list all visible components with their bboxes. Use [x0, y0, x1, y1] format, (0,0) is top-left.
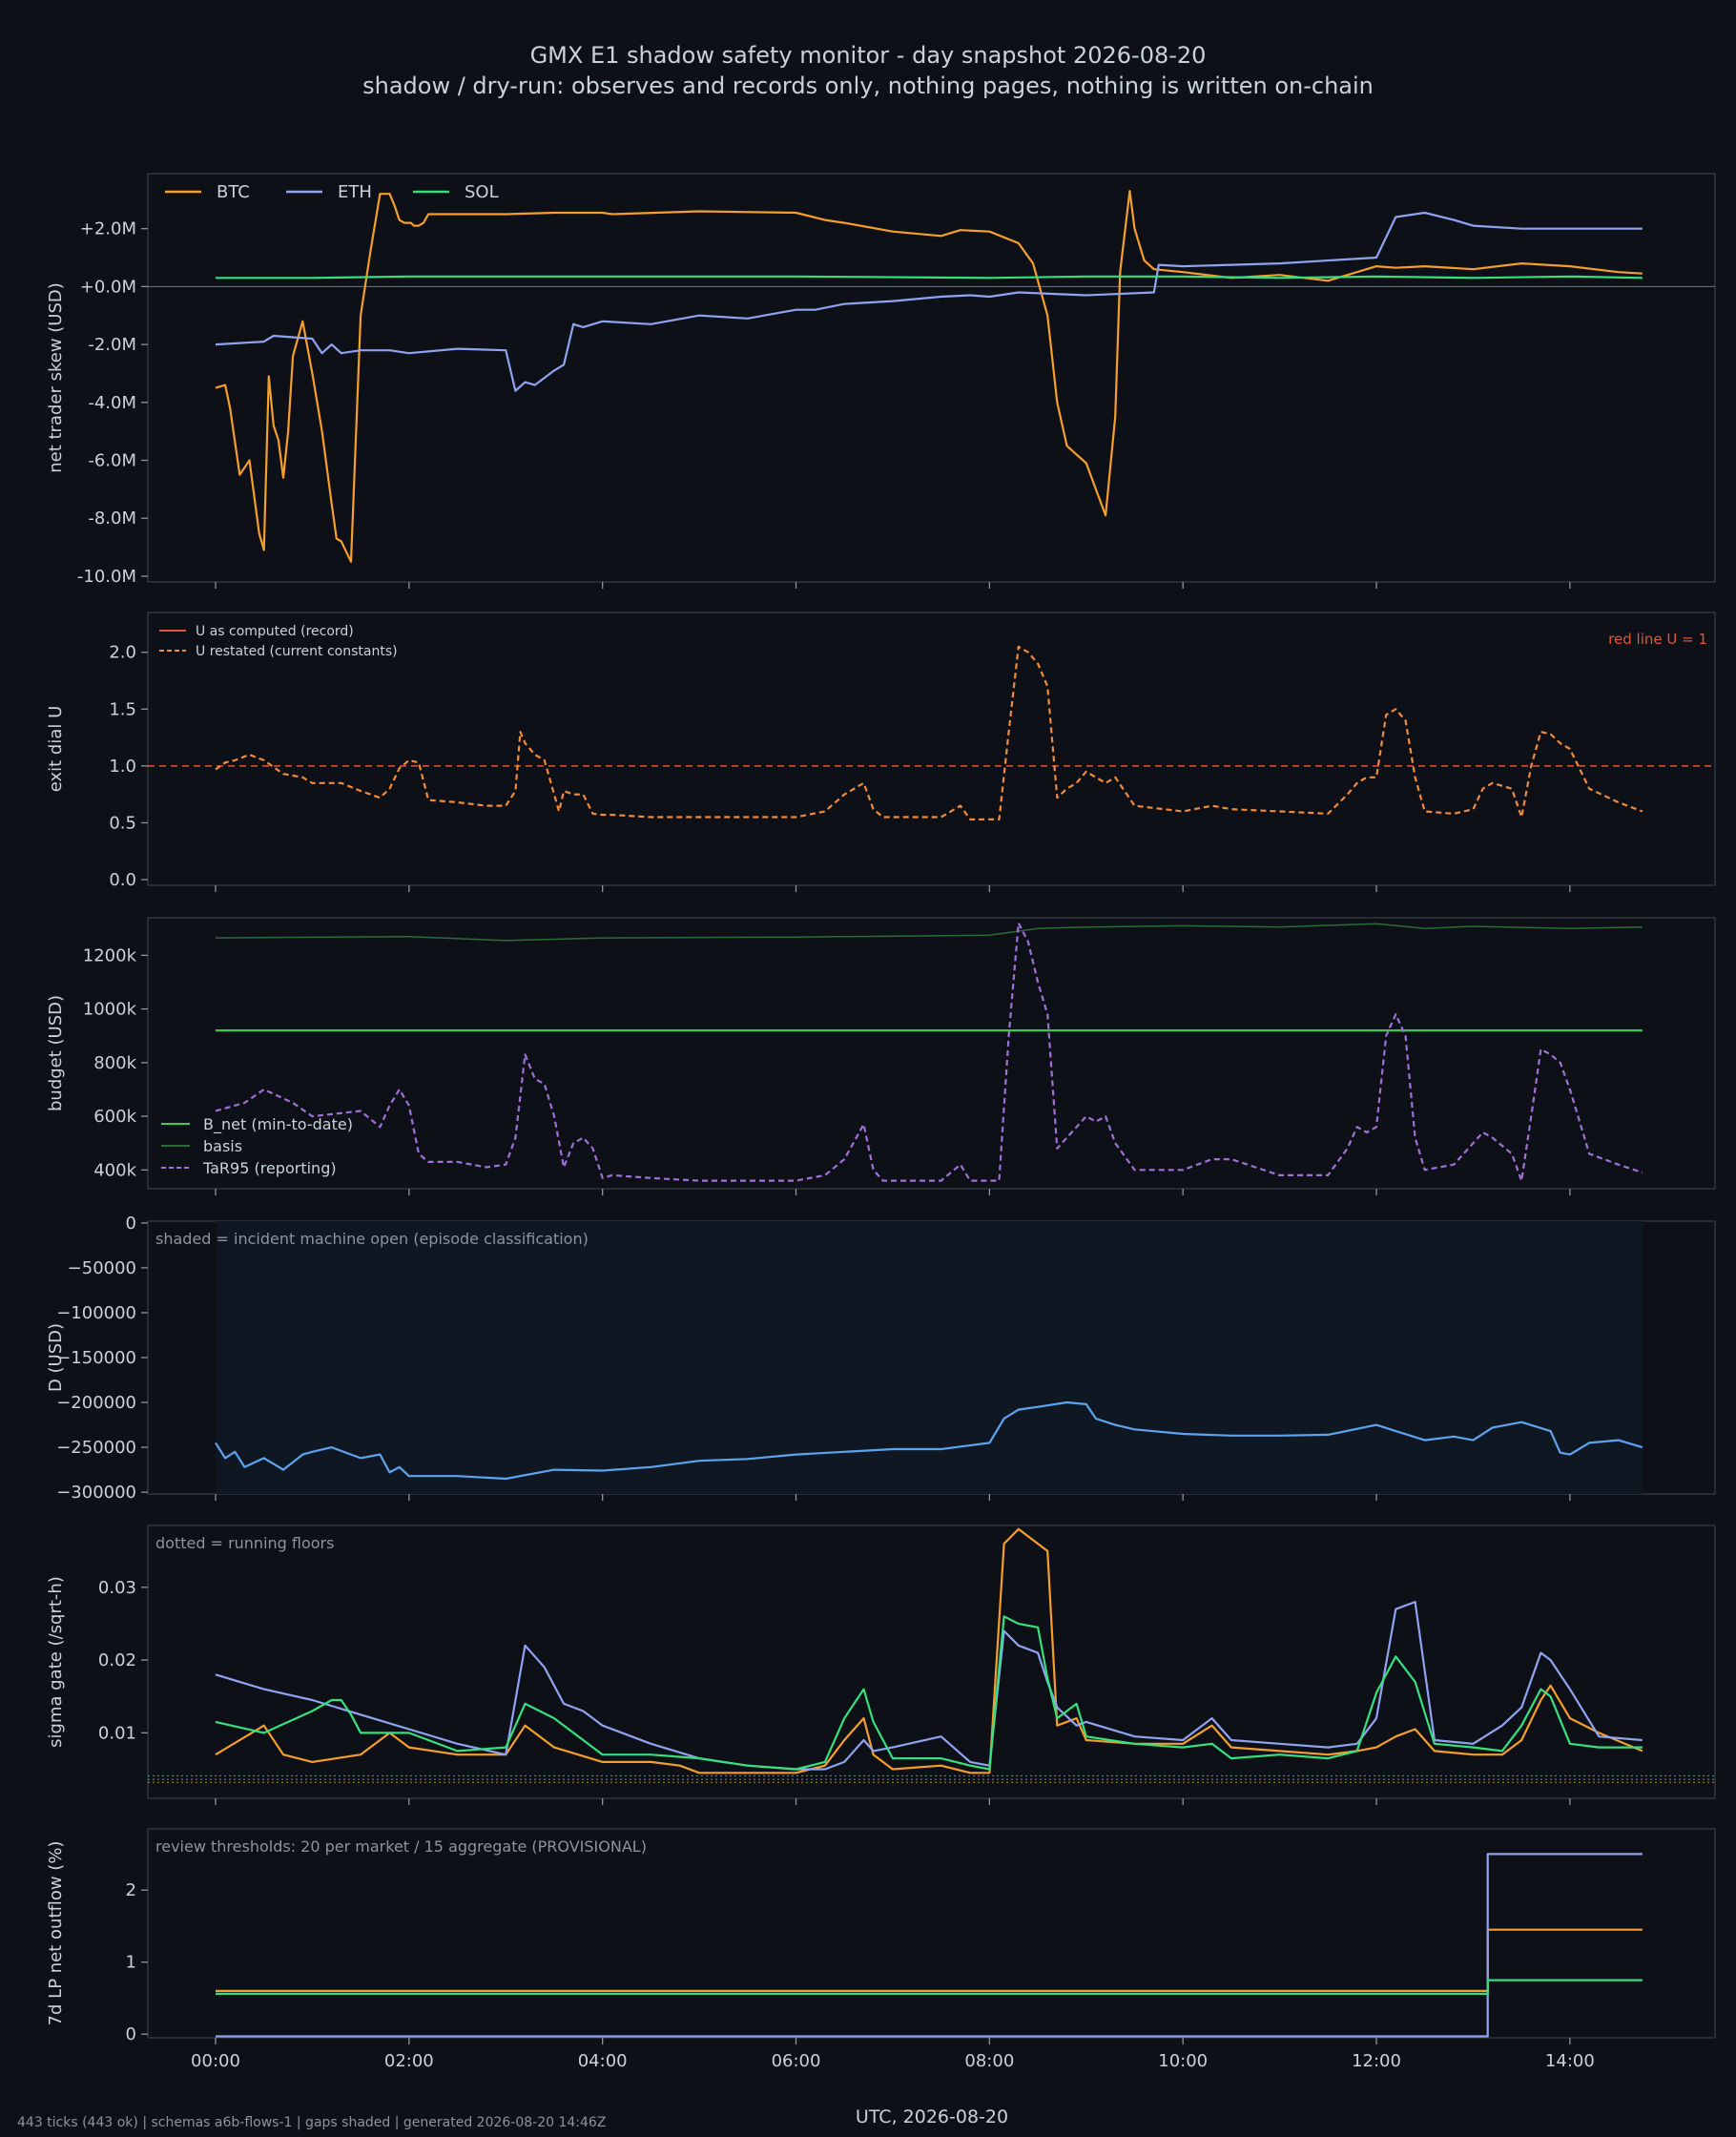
panel-frame [147, 173, 1716, 583]
y-tick-label: 2.0 [109, 643, 136, 663]
y-tick-label: −100000 [56, 1303, 136, 1323]
y-tick-label: 400k [93, 1160, 136, 1180]
y-tick-label: 0.03 [98, 1578, 136, 1598]
panel-sigma: 0.01 0.02 0.03 sigma gate (/sqrt-h) dotted =… [46, 1525, 1716, 1805]
incident-shade [215, 1221, 1643, 1494]
y-tick-label: 1.5 [109, 699, 136, 719]
y-tick-label: +2.0M [80, 219, 136, 239]
y-tick-label: +0.0M [80, 277, 136, 297]
panel-frame [147, 612, 1716, 886]
figure-subtitle: shadow / dry-run: observes and records o… [362, 73, 1374, 99]
y-axis-label: budget (USD) [46, 995, 66, 1111]
series-line-sol [215, 1615, 1643, 1771]
y-tick-label: 1000k [83, 1000, 137, 1020]
series-line-u-restated-current-constants- [215, 645, 1643, 821]
y-tick-label: 0.5 [109, 813, 136, 833]
x-axis-label: UTC, 2026-08-20 [856, 2106, 1008, 2127]
panel-frame [147, 1828, 1716, 2039]
y-axis-label: sigma gate (/sqrt-h) [46, 1576, 66, 1748]
legend-label: BTC [217, 182, 250, 202]
y-axis-label: net trader skew (USD) [46, 282, 66, 473]
y-tick-label: 0 [126, 2024, 136, 2044]
series-line-basis [215, 923, 1643, 942]
red-line-label: red line U = 1 [1608, 631, 1707, 648]
y-tick-label: 0 [126, 1214, 136, 1234]
panel-budget: 400k 600k 800k 1000k 1200k budget (USD) B_net … [46, 917, 1716, 1195]
x-tick-label: 00:00 [191, 2051, 240, 2071]
x-tick-label: 10:00 [1158, 2051, 1208, 2071]
panel-outflow: 0 1 2 7d LP net outflow (%) review threshold… [46, 1828, 1716, 2044]
y-tick-label: 0.02 [98, 1650, 136, 1670]
x-tick-label: 06:00 [772, 2051, 821, 2071]
y-tick-label: 800k [93, 1053, 136, 1073]
y-tick-label: −250000 [56, 1438, 136, 1458]
y-tick-label: -10.0M [77, 567, 136, 587]
y-tick-label: -6.0M [88, 451, 136, 471]
x-tick-label: 02:00 [384, 2051, 434, 2071]
y-tick-label: −150000 [56, 1348, 136, 1368]
legend-label: basis [203, 1137, 242, 1155]
y-axis-label: exit dial U [46, 706, 66, 793]
panel-annotation: review thresholds: 20 per market / 15 ag… [155, 1837, 647, 1856]
series-line-btc [215, 1527, 1643, 1774]
figure-title: GMX E1 shadow safety monitor - day snaps… [530, 42, 1207, 69]
y-tick-label: 0.0 [109, 870, 136, 890]
panel-frame [147, 917, 1716, 1190]
y-tick-label: 2 [126, 1880, 136, 1900]
y-tick-label: 1 [126, 1953, 136, 1973]
y-axis-label: 7d LP net outflow (%) [46, 1841, 66, 2026]
series-line-tar95-reporting- [215, 922, 1643, 1182]
panel-annotation: shaded = incident machine open (episode … [155, 1230, 589, 1248]
panel-drawdown: 0 −50000 −100000 −150000 −200000 −250000 −3000… [46, 1214, 1716, 1503]
y-tick-label: -8.0M [88, 508, 136, 529]
legend-label: SOL [465, 182, 499, 202]
footer-status: 443 ticks (443 ok) | schemas a6b-flows-1… [17, 2115, 606, 2130]
y-tick-label: −50000 [68, 1258, 136, 1278]
series-line-sol [216, 1979, 1643, 1995]
y-tick-label: −200000 [56, 1393, 136, 1413]
y-tick-label: 0.01 [98, 1723, 136, 1743]
series-line-sol [216, 275, 1643, 280]
y-tick-label: 1.0 [109, 757, 136, 777]
series-line-eth [216, 1853, 1643, 2038]
panel-dial: 0.0 0.5 1.0 1.5 2.0 exit dial U red line U = 1… [46, 612, 1716, 892]
y-tick-label: −300000 [56, 1483, 136, 1503]
x-tick-label: 04:00 [578, 2051, 628, 2071]
y-tick-label: 1200k [83, 945, 137, 965]
panel-annotation: dotted = running floors [155, 1534, 334, 1552]
y-tick-label: -4.0M [88, 393, 136, 413]
legend-label: U restated (current constants) [196, 644, 398, 659]
panel-skew: +2.0M +0.0M -2.0M -4.0M -6.0M -8.0M -10.0M net … [46, 173, 1716, 589]
legend-label: ETH [338, 182, 372, 202]
legend-label: B_net (min-to-date) [203, 1115, 353, 1134]
y-tick-label: -2.0M [88, 335, 136, 355]
x-tick-label: 08:00 [964, 2051, 1014, 2071]
series-line-eth [215, 211, 1643, 392]
x-tick-label: 14:00 [1545, 2051, 1595, 2071]
series-line-eth [215, 1600, 1643, 1771]
legend-label: TaR95 (reporting) [202, 1159, 337, 1177]
chart-panels: +2.0M +0.0M -2.0M -4.0M -6.0M -8.0M -10.0M net … [46, 173, 1716, 2071]
x-tick-label: 12:00 [1352, 2051, 1401, 2071]
legend-label: U as computed (record) [196, 624, 354, 639]
series-line-d [215, 1400, 1643, 1481]
y-axis-label: D (USD) [46, 1323, 66, 1392]
y-tick-label: 600k [93, 1107, 136, 1127]
